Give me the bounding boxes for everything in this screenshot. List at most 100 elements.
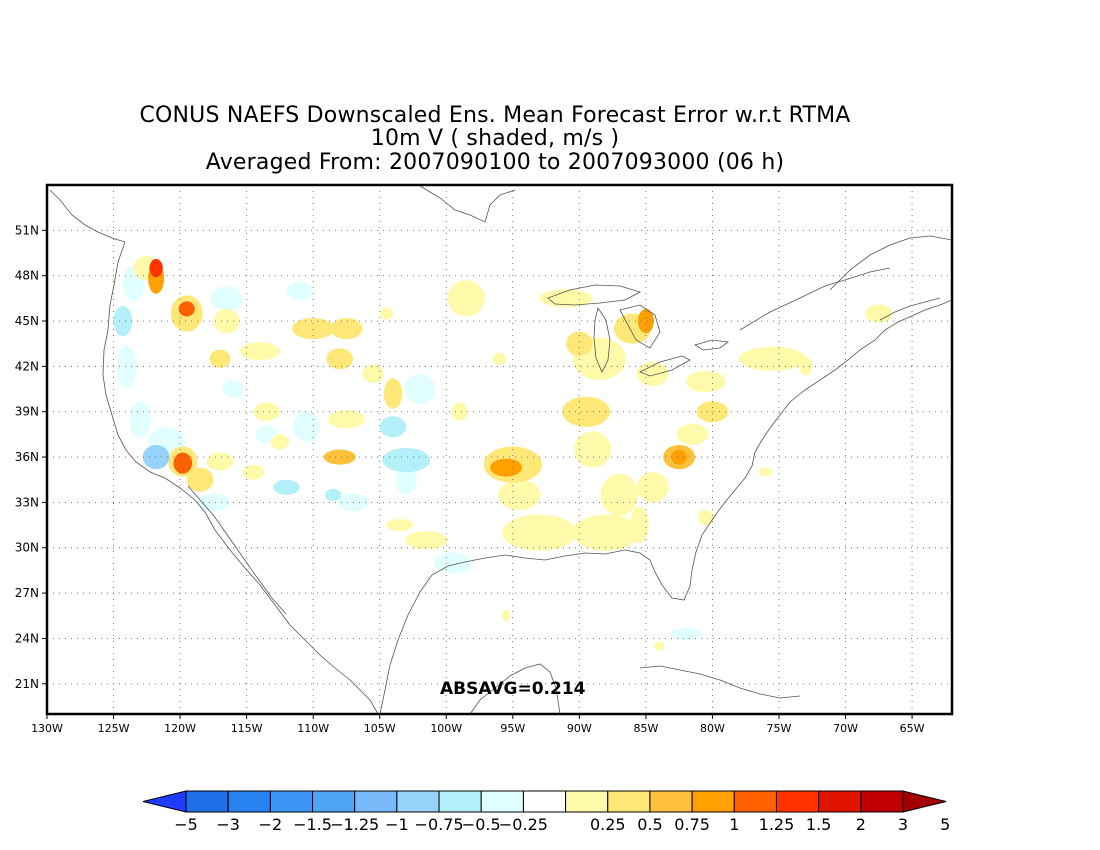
shaded-region <box>566 331 593 356</box>
lake-superior <box>547 284 642 306</box>
yucatan-coast <box>469 663 561 714</box>
lon-tick-label: 130W <box>31 722 63 735</box>
lat-tick-label: 51N <box>15 223 39 237</box>
colorbar-box <box>396 790 440 813</box>
colorbar-label: −3 <box>216 815 240 834</box>
lon-axis-labels: 130W 125W 120W 115W 110W 105W 100W 95W 90W 85W 80W… <box>31 714 925 735</box>
shaded-region <box>362 364 384 383</box>
colorbar-label: 0.5 <box>637 815 662 834</box>
shaded-region <box>270 434 290 450</box>
lat-tick-label: 27N <box>15 586 39 600</box>
shaded-region <box>210 286 243 311</box>
lat-lon-grid <box>47 185 952 714</box>
map-title: CONUS NAEFS Downscaled Ens. Mean Forecas… <box>139 103 851 128</box>
canada-north-coast <box>419 185 516 223</box>
colorbar-label: 0.25 <box>590 815 626 834</box>
lon-tick-label: 85W <box>633 722 658 735</box>
shaded-region <box>142 444 170 470</box>
shaded-region <box>273 479 300 495</box>
shaded-region <box>671 449 688 465</box>
labrador-coast <box>829 235 952 291</box>
colorbar-label: 1 <box>729 815 739 834</box>
map-subtitle: 10m V ( shaded, m/s ) <box>370 126 620 151</box>
lon-tick-label: 80W <box>700 722 725 735</box>
map-period: Averaged From: 2007090100 to 2007093000 … <box>205 150 785 175</box>
shaded-region <box>186 467 214 492</box>
shaded-region <box>636 361 669 387</box>
colorbar-label: −0.75 <box>415 815 464 834</box>
shaded-region <box>562 396 610 427</box>
shaded-region <box>498 479 541 510</box>
colorbar-box <box>860 790 904 813</box>
lat-tick-label: 36N <box>15 450 39 464</box>
colorbar-box <box>438 790 482 813</box>
shaded-region <box>629 506 649 544</box>
lon-tick-label: 70W <box>833 722 858 735</box>
canada-coast <box>49 189 126 243</box>
lon-tick-label: 110W <box>297 722 329 735</box>
shaded-region <box>113 305 133 337</box>
shaded-region <box>197 493 230 512</box>
colorbar-label: −1.5 <box>293 815 332 834</box>
shaded-region <box>253 402 280 421</box>
shaded-region <box>293 411 320 442</box>
colorbar-label: −1.25 <box>330 815 379 834</box>
colorbar-box <box>312 790 356 813</box>
shaded-region <box>574 431 612 468</box>
shaded-region <box>798 357 813 376</box>
shaded-region <box>173 452 193 474</box>
shaded-region <box>325 488 342 501</box>
absavg-label: ABSAVG=0.214 <box>440 679 586 699</box>
colorbar-box <box>227 790 271 813</box>
shaded-region <box>739 346 806 371</box>
nova-scotia <box>879 297 941 321</box>
lat-tick-label: 42N <box>15 359 39 373</box>
shaded-region <box>213 308 240 334</box>
shaded-region <box>209 349 231 368</box>
lon-tick-label: 105W <box>364 722 396 735</box>
shaded-region <box>129 401 151 438</box>
shaded-region <box>696 401 729 423</box>
lat-tick-label: 21N <box>15 677 39 691</box>
colorbar-arrow-high <box>902 790 947 813</box>
shaded-region <box>330 318 363 340</box>
shaded-region <box>405 531 448 550</box>
colorbar-label: −0.25 <box>499 815 548 834</box>
west-coastline <box>102 241 379 714</box>
colorbar-box <box>691 790 735 813</box>
shaded-field <box>113 256 893 651</box>
map-frame <box>45 183 954 716</box>
colorbar-box <box>733 790 777 813</box>
shaded-region <box>502 514 577 551</box>
colorbar-label: −0.5 <box>462 815 501 834</box>
coastlines <box>49 185 952 714</box>
lat-axis-labels: 51N 48N 45N 42N 39N 36N 33N 30N 27N 24N 21N <box>15 223 47 691</box>
lat-tick-label: 33N <box>15 495 39 509</box>
colorbar-box <box>775 790 820 813</box>
shaded-region <box>492 352 507 365</box>
gulf-coast <box>379 299 952 714</box>
lon-tick-label: 95W <box>500 722 525 735</box>
lat-tick-label: 45N <box>15 314 39 328</box>
lon-tick-label: 75W <box>767 722 792 735</box>
colorbar-box <box>269 790 314 813</box>
lake-huron <box>619 304 661 349</box>
shaded-region <box>117 345 137 388</box>
shaded-region <box>637 308 654 334</box>
colorbar-box <box>522 790 567 813</box>
gulf-of-california <box>187 485 287 615</box>
shaded-region <box>447 280 485 317</box>
lon-tick-label: 65W <box>900 722 925 735</box>
cuba-coast <box>639 665 801 699</box>
shaded-region <box>383 378 403 409</box>
shaded-region <box>327 410 366 429</box>
shaded-region <box>490 458 523 477</box>
colorbar-label: −1 <box>385 815 409 834</box>
shaded-region <box>149 259 163 278</box>
colorbar-arrow-low <box>142 790 187 813</box>
colorbar-box <box>818 790 862 813</box>
colorbar-box <box>565 790 609 813</box>
colorbar-label: 5 <box>940 815 950 834</box>
lat-tick-label: 30N <box>15 541 39 555</box>
